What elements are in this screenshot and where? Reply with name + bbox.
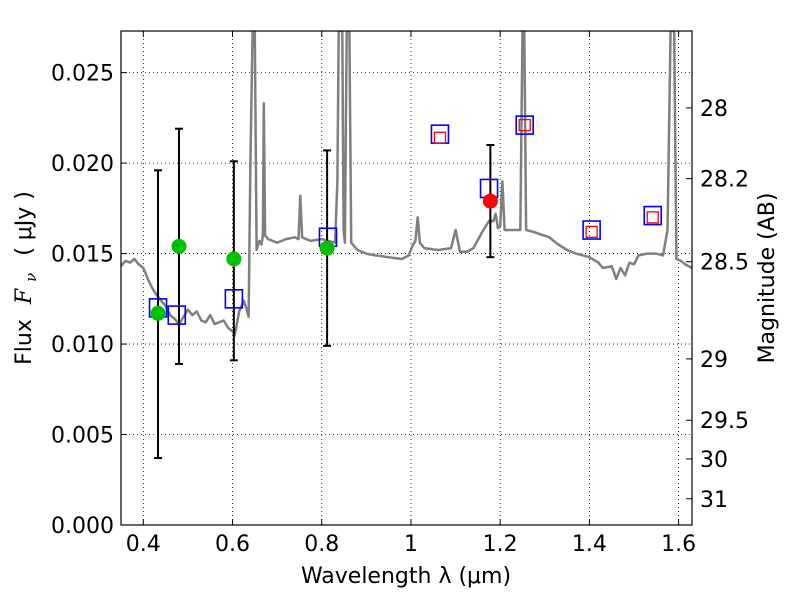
x-tick-label: 1.4 — [572, 532, 607, 557]
upper-limit-marker — [585, 225, 598, 239]
model-square-marker — [167, 305, 187, 325]
y2-tick-label: 31 — [700, 488, 728, 513]
y-tick-label: 0.010 — [51, 333, 114, 358]
x-axis-label: Wavelength λ (μm) — [301, 564, 511, 589]
upper-limit-marker — [518, 118, 531, 132]
y-tick-label: 0.005 — [51, 424, 114, 449]
observed-point-marker — [319, 240, 335, 256]
observed-point-marker — [171, 238, 187, 254]
y2-tick-label: 29 — [700, 348, 728, 373]
y-axis-label-symbol: F — [12, 288, 37, 305]
model-square-marker — [582, 220, 601, 240]
model-square-marker — [224, 289, 244, 309]
y2-tick-label: 28.2 — [700, 168, 749, 193]
observed-point-marker — [226, 251, 242, 267]
y-tick-label: 0.015 — [51, 243, 114, 268]
upper-limit-marker — [646, 211, 659, 224]
y2-tick-label: 28.5 — [700, 251, 749, 276]
observed-point-marker — [150, 305, 166, 321]
data-layer — [121, 31, 692, 337]
y-axis-label-prefix: Flux — [12, 319, 37, 365]
y2-tick-label: 29.5 — [700, 409, 749, 434]
model-square-marker — [643, 205, 663, 226]
x-tick-label: 0.6 — [215, 532, 250, 557]
y-axis-label: Flux F ν ( μJy ) — [12, 191, 42, 365]
plot-background — [121, 31, 692, 525]
ticks: 0.4 0.6 0.8 1 1.2 1.4 1.6 0.000 0.005 0.010 0.015 0… — [51, 31, 749, 557]
observed-point-marker — [482, 193, 498, 209]
spectrum-line — [121, 31, 692, 337]
model-square-marker — [515, 115, 535, 135]
y-axis-label-unit: ( μJy ) — [12, 191, 37, 256]
x-tick-label: 0.8 — [304, 532, 339, 557]
upper-limit-marker — [433, 131, 447, 144]
y-axis-label-subscript: ν — [22, 273, 40, 282]
x-tick-label: 1 — [404, 532, 418, 557]
plot-frame — [120, 30, 693, 526]
y2-tick-label: 28 — [700, 97, 728, 122]
marker-layer — [148, 115, 663, 460]
y-tick-label: 0.025 — [51, 62, 114, 87]
y2-axis-label: Magnitude (AB) — [755, 193, 780, 364]
x-tick-label: 1.6 — [661, 532, 696, 557]
y-tick-label: 0.000 — [51, 514, 114, 539]
y-tick-label: 0.020 — [51, 152, 114, 177]
y2-tick-label: 30 — [700, 448, 728, 473]
x-tick-label: 0.4 — [126, 532, 161, 557]
x-tick-label: 1.2 — [483, 532, 518, 557]
